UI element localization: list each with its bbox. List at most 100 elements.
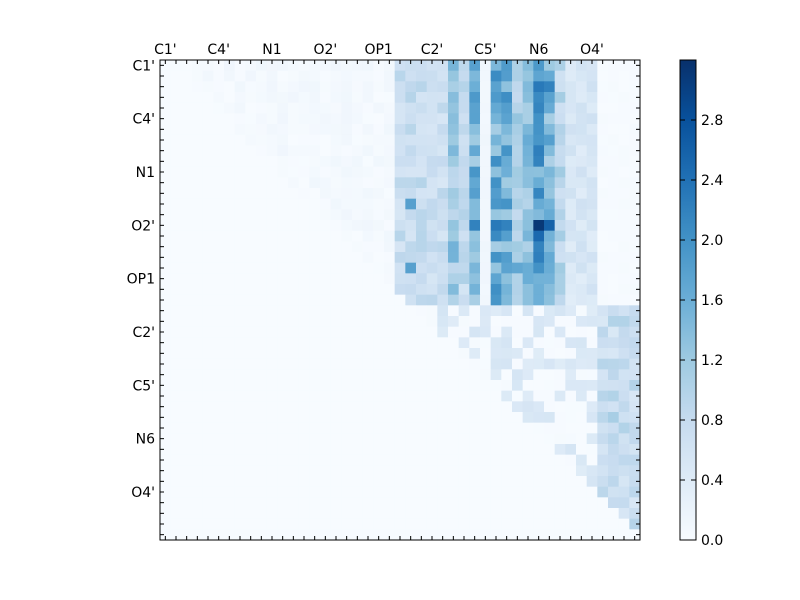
heatmap-cell [501, 380, 513, 392]
heatmap-cell [384, 113, 396, 125]
heatmap-cell [597, 156, 609, 168]
heatmap-cell [181, 305, 193, 317]
heatmap-cell [554, 230, 566, 242]
heatmap-cell [384, 529, 396, 541]
heatmap-cell [544, 241, 556, 253]
heatmap-cell [213, 262, 225, 274]
heatmap-cell [458, 380, 470, 392]
heatmap-cell [288, 444, 300, 456]
heatmap-cell [266, 529, 278, 541]
heatmap-cell [522, 476, 534, 488]
heatmap-cell [245, 529, 257, 541]
heatmap-cell [416, 486, 428, 498]
heatmap-cell [576, 401, 588, 413]
heatmap-cell [458, 230, 470, 242]
heatmap-cell [266, 273, 278, 285]
heatmap-cell [352, 166, 364, 178]
heatmap-cell [234, 369, 246, 381]
heatmap-cell [522, 252, 534, 264]
heatmap-cell [533, 252, 545, 264]
heatmap-cell [490, 294, 502, 306]
heatmap-cell [426, 102, 438, 114]
heatmap-cell [629, 326, 641, 338]
heatmap-cell [170, 60, 182, 72]
heatmap-cell [245, 508, 257, 520]
heatmap-cell [384, 401, 396, 413]
heatmap-cell [330, 529, 342, 541]
heatmap-cell [234, 454, 246, 466]
heatmap-cell [266, 166, 278, 178]
heatmap-cell [234, 113, 246, 125]
heatmap-cell [256, 476, 268, 488]
heatmap-cell [160, 166, 172, 178]
heatmap-cell [298, 145, 310, 157]
heatmap-cell [554, 337, 566, 349]
heatmap-cell [501, 529, 513, 541]
heatmap-cell [522, 92, 534, 104]
heatmap-cell [437, 124, 449, 136]
heatmap-cell [426, 369, 438, 381]
heatmap-cell [394, 188, 406, 200]
heatmap-cell [320, 380, 332, 392]
heatmap-cell [341, 124, 353, 136]
heatmap-cell [437, 262, 449, 274]
heatmap-cell [490, 145, 502, 157]
heatmap-cell [458, 401, 470, 413]
colorbar-tick-label: 0.8 [701, 413, 723, 429]
heatmap-cell [416, 326, 428, 338]
heatmap-cell [202, 518, 214, 530]
heatmap-cell [170, 412, 182, 424]
heatmap-cell [469, 70, 481, 82]
x-tick-label: O2' [313, 42, 337, 58]
heatmap-cell [213, 316, 225, 328]
heatmap-cell [512, 305, 524, 317]
heatmap-cell [352, 113, 364, 125]
heatmap-cell [490, 433, 502, 445]
heatmap-cell [234, 390, 246, 402]
heatmap-cell [373, 198, 385, 210]
heatmap-cell [192, 422, 204, 434]
heatmap-cell [245, 316, 257, 328]
heatmap-cell [320, 508, 332, 520]
heatmap-cell [597, 284, 609, 296]
heatmap-cell [384, 294, 396, 306]
heatmap-cell [288, 145, 300, 157]
heatmap-cell [458, 465, 470, 477]
heatmap-cell [405, 70, 417, 82]
heatmap-cell [394, 454, 406, 466]
heatmap-cell [170, 497, 182, 509]
heatmap-cell [618, 113, 630, 125]
heatmap-cell [352, 508, 364, 520]
heatmap-cell [512, 284, 524, 296]
heatmap-cell [565, 294, 577, 306]
heatmap-cell [202, 220, 214, 232]
heatmap-cell [490, 454, 502, 466]
heatmap-cell [202, 273, 214, 285]
heatmap-cell [234, 358, 246, 370]
heatmap-cell [618, 262, 630, 274]
heatmap-cell [416, 433, 428, 445]
heatmap-cell [181, 156, 193, 168]
heatmap-cell [352, 444, 364, 456]
heatmap-cell [490, 92, 502, 104]
heatmap-cell [192, 241, 204, 253]
heatmap-cell [181, 294, 193, 306]
heatmap-cell [352, 230, 364, 242]
heatmap-cell [352, 433, 364, 445]
heatmap-cell [458, 177, 470, 189]
heatmap-cell [469, 209, 481, 221]
heatmap-cell [512, 518, 524, 530]
heatmap-cell [288, 273, 300, 285]
heatmap-cell [170, 422, 182, 434]
heatmap-cell [256, 102, 268, 114]
heatmap-cell [256, 358, 268, 370]
heatmap-cell [298, 465, 310, 477]
heatmap-cell [266, 70, 278, 82]
heatmap-cell [245, 198, 257, 210]
heatmap-cell [298, 422, 310, 434]
heatmap-cell [234, 92, 246, 104]
heatmap-cell [277, 177, 289, 189]
heatmap-cell [352, 241, 364, 253]
heatmap-cell [170, 337, 182, 349]
heatmap-cell [490, 476, 502, 488]
